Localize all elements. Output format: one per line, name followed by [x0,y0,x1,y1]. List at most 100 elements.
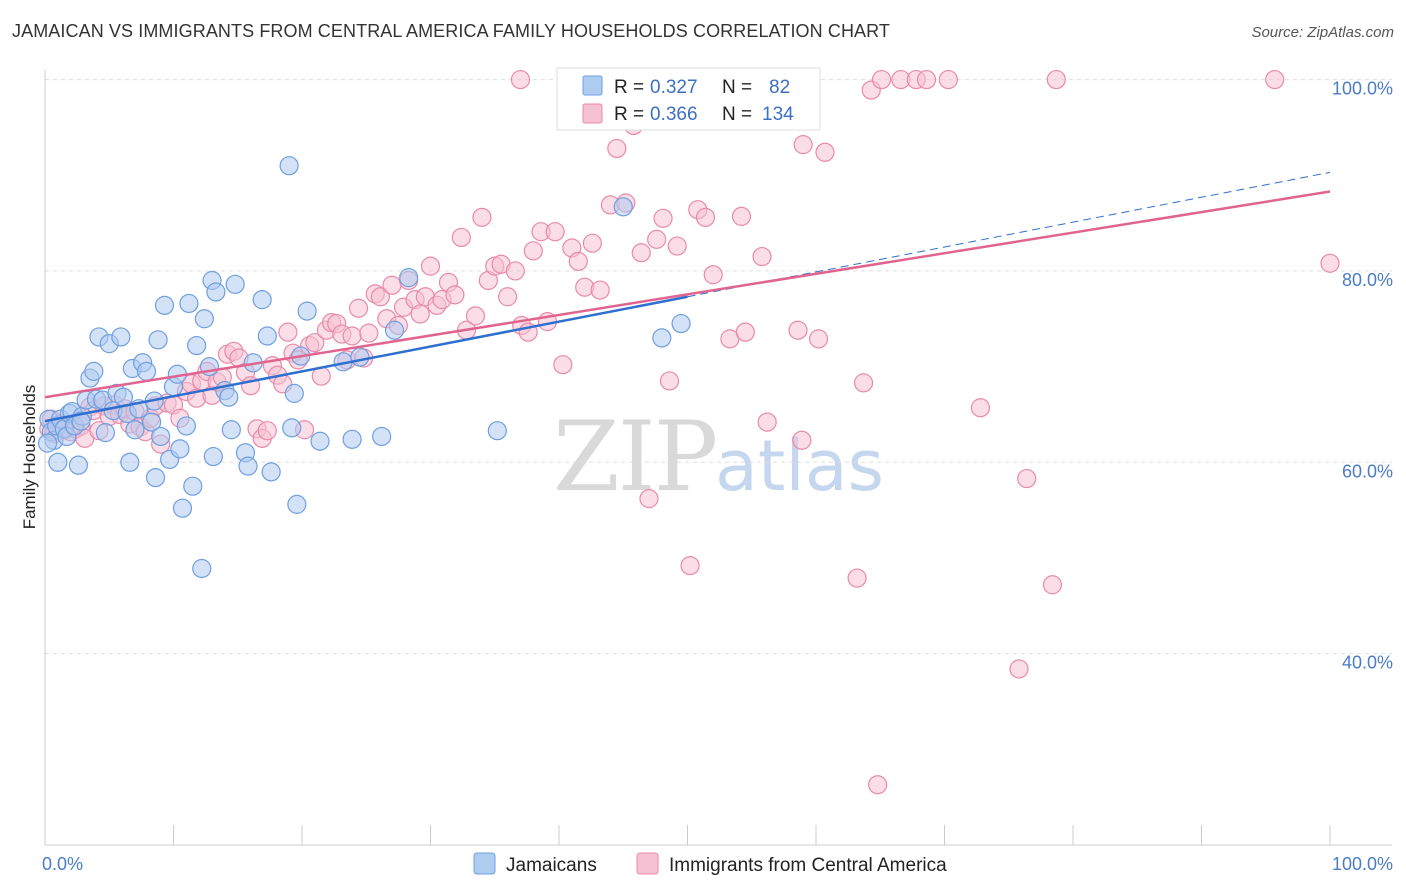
jamaican-point [120,452,140,472]
jamaican-point [399,268,419,288]
x-tick-labels: 0.0% 100.0% [42,854,1393,874]
central-america-point [382,275,402,295]
central-america-point [359,323,379,343]
jamaican-point [206,282,226,302]
central-america-point [510,69,531,90]
y-tick-label: 60.0% [1342,461,1393,481]
central-america-point [568,251,588,271]
central-america-point [410,304,430,324]
central-america-point [582,233,603,253]
jamaican-point [287,494,307,514]
jamaican-point [151,426,171,447]
central-america-point [653,208,673,228]
trend-line-jamaicans [44,295,688,423]
legend-r-label: R = [614,104,644,125]
series-jamaicans-points [37,156,691,579]
jamaican-point [238,456,258,476]
jamaican-point [179,293,199,314]
jamaican-point [170,439,190,459]
central-america-point [553,355,573,375]
central-america-point [631,243,651,263]
central-america-point [498,287,518,307]
central-america-point [970,398,991,418]
jamaican-point [37,433,58,453]
central-america-point [868,775,888,795]
y-tick-labels: 40.0% 60.0% 80.0% 100.0% [1332,79,1393,673]
central-america-point [545,222,565,242]
central-america-point [815,142,835,162]
jamaican-point [384,320,405,340]
central-america-point [342,326,362,346]
central-america-point [647,229,667,249]
series-legend: Jamaicans Immigrants from Central Americ… [473,852,947,876]
central-america-point [793,135,813,155]
jamaican-point [372,426,392,447]
central-america-point [1046,69,1066,90]
central-america-point [731,206,752,226]
central-america-point [1042,575,1063,595]
jamaican-point [68,455,89,475]
legend-r-central-america: 0.366 [650,104,698,125]
central-america-point [445,285,465,305]
central-america-point [703,265,723,285]
jamaican-point [48,452,68,472]
jamaican-point [176,416,196,436]
central-america-point [1009,659,1029,679]
central-america-point [639,489,659,509]
central-america-point [1265,69,1285,90]
central-america-point [659,371,680,391]
legend-n-jamaicans: 82 [769,77,790,98]
central-america-point [1017,468,1037,489]
correlation-legend: R = 0.327 N = 82 R = 0.366 N = 134 [556,67,821,131]
y-tick-label: 100.0% [1332,79,1393,99]
central-america-point [680,556,700,576]
central-america-point [667,236,687,256]
central-america-point [278,322,298,342]
jamaican-point [187,335,207,356]
legend-label-central-america: Immigrants from Central America [669,855,947,876]
central-america-point [808,329,829,349]
central-america-point [757,412,777,432]
jamaican-point [194,309,214,329]
central-america-point [871,69,892,90]
jamaican-point [221,420,241,440]
central-america-point [735,322,755,342]
y-axis-label: Family Households [20,385,39,530]
central-america-point [348,298,369,318]
y-tick-label: 80.0% [1342,270,1393,290]
legend-n-central-america: 134 [762,104,794,125]
central-america-point [590,280,610,300]
legend-swatch-jamaicans [582,75,603,96]
central-america-point [451,227,471,248]
jamaican-point [142,412,162,432]
legend-label-jamaicans: Jamaicans [506,855,597,876]
central-america-point [847,568,867,588]
legend-r-jamaicans: 0.327 [650,77,698,98]
jamaican-point [145,467,166,488]
jamaican-point [203,446,223,467]
central-america-point [523,241,543,261]
jamaican-point [225,274,245,294]
central-america-point [788,320,808,340]
jamaican-point [257,326,277,346]
jamaican-point [297,301,317,321]
jamaican-point [136,361,157,381]
y-tick-label: 40.0% [1342,653,1393,673]
jamaican-point [154,295,175,315]
jamaican-point [261,462,281,482]
central-america-point [853,373,874,393]
x-tick-label: 100.0% [1332,854,1393,874]
central-america-point [472,207,492,227]
trend-lines [44,171,1331,423]
legend-swatch-central-america [636,852,659,875]
jamaican-point [279,156,299,176]
jamaican-point [342,429,362,449]
jamaican-point [172,498,193,518]
jamaican-point [183,476,203,496]
central-america-point [752,246,772,267]
source-credit: Source: ZipAtlas.com [1251,24,1394,41]
x-tick-label: 0.0% [42,854,83,874]
watermark-zip: ZIP [553,401,716,513]
central-america-point [938,69,958,90]
